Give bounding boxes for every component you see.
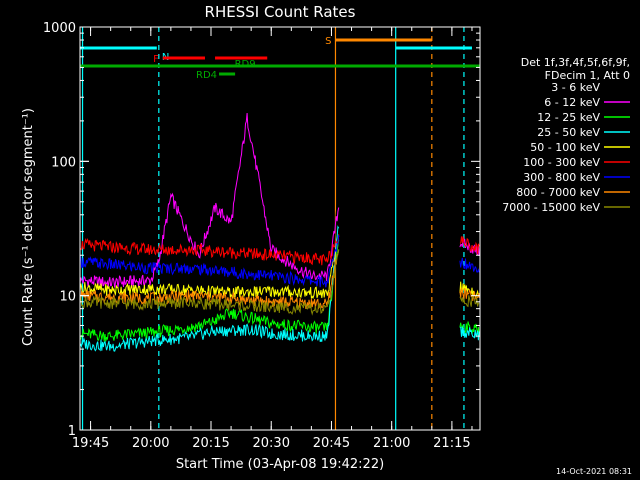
legend-label: 3 - 6 keV [551, 81, 600, 94]
x-tick-label: 20:45 [313, 436, 350, 451]
plot-area: NSFRD9RD4 [79, 27, 480, 430]
x-axis-label: Start Time (03-Apr-08 19:42:22) [176, 457, 384, 472]
flag-bar-label: S [325, 36, 331, 47]
x-tick-label: 20:30 [253, 436, 290, 451]
legend: Det 1f,3f,4f,5f,6f,9f,FDecim 1, Att 03 -… [502, 56, 630, 214]
legend-header: Det 1f,3f,4f,5f,6f,9f, [521, 56, 630, 69]
legend-label: 6 - 12 keV [544, 96, 600, 109]
legend-label: 800 - 7000 keV [516, 186, 600, 199]
x-tick-label: 20:00 [132, 436, 169, 451]
legend-label: 7000 - 15000 keV [502, 201, 600, 214]
plot-frame [79, 26, 481, 431]
x-tick-label: 21:15 [433, 436, 470, 451]
series-line [79, 249, 480, 316]
x-tick-label: 20:15 [192, 436, 229, 451]
y-axis-label: Count Rate (s⁻¹ detector segment⁻¹) [21, 108, 36, 346]
x-tick-label: 19:45 [72, 436, 109, 451]
footer-timestamp: 14-Oct-2021 08:31 [556, 467, 632, 476]
y-tick-label: 1000 [43, 21, 76, 36]
x-tick-label: 21:00 [373, 436, 410, 451]
series-line [79, 234, 480, 266]
series-line [79, 239, 480, 342]
legend-label: 50 - 100 keV [530, 141, 600, 154]
legend-label: 12 - 25 keV [537, 111, 600, 124]
legend-label: 300 - 800 keV [523, 171, 600, 184]
chart-title: RHESSI Count Rates [205, 3, 356, 21]
flag-bar-label: F [153, 54, 159, 65]
series-line [79, 234, 480, 288]
series-line [79, 225, 480, 352]
axes: 1 10 100 1000 19:45 20:00 20:15 20:30 20:45 21:00… [43, 21, 481, 451]
legend-label: 25 - 50 keV [537, 126, 600, 139]
legend-label: 100 - 300 keV [523, 156, 600, 169]
legend-header: FDecim 1, Att 0 [545, 69, 630, 82]
flag-bar-label: RD4 [196, 70, 217, 81]
series-line [79, 249, 480, 310]
y-tick-label: 10 [59, 290, 76, 305]
y-tick-label: 100 [51, 155, 76, 170]
y-tick-label: 1 [68, 424, 76, 439]
